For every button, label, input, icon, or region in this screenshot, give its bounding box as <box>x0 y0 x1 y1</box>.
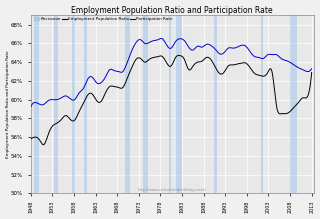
Bar <box>72 15 76 193</box>
Bar <box>143 15 148 193</box>
Y-axis label: Employment Population Ratio and Participation Rate: Employment Population Ratio and Particip… <box>5 51 10 158</box>
Bar <box>125 15 130 193</box>
Legend: Recession, Employment Population Ratio, Participation Rate: Recession, Employment Population Ratio, … <box>33 16 174 23</box>
Bar <box>34 15 39 193</box>
Text: http://www.calculatedriskblog.com/: http://www.calculatedriskblog.com/ <box>138 187 207 192</box>
Bar <box>175 15 182 193</box>
Bar <box>54 15 58 193</box>
Bar <box>169 15 171 193</box>
Bar <box>290 15 297 193</box>
Bar <box>84 15 87 193</box>
Bar <box>214 15 217 193</box>
Title: Employment Population Ratio and Participation Rate: Employment Population Ratio and Particip… <box>71 5 273 14</box>
Bar <box>260 15 263 193</box>
